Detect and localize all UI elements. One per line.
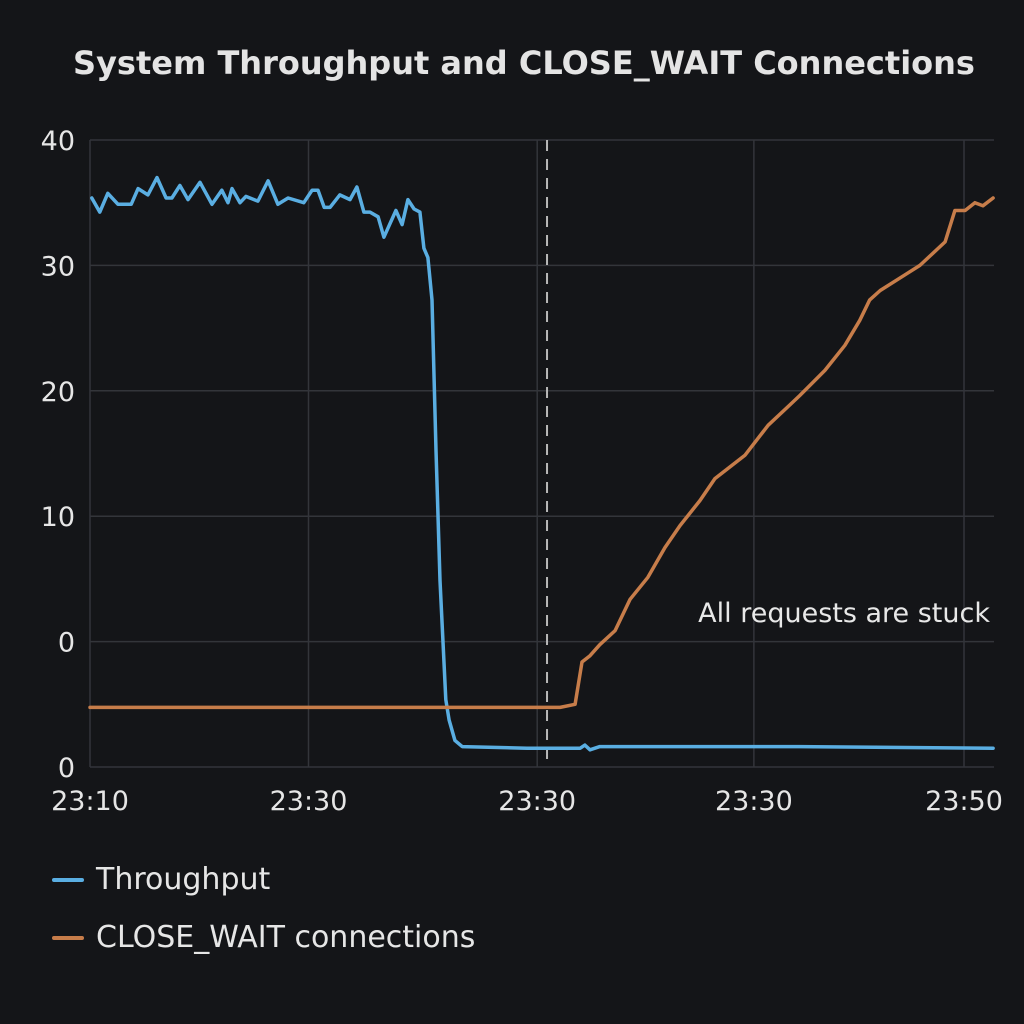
annotation-text: All requests are stuck bbox=[698, 598, 990, 629]
y-tick-label: 20 bbox=[41, 377, 75, 408]
y-tick-label: 0 bbox=[58, 753, 75, 784]
close-wait-swatch bbox=[52, 935, 84, 940]
throughput-swatch bbox=[52, 877, 84, 882]
chart-title: System Throughput and CLOSE_WAIT Connect… bbox=[73, 44, 975, 82]
close-wait-line bbox=[88, 196, 995, 710]
x-tick-label: 23:30 bbox=[715, 786, 793, 817]
y-tick-label: 40 bbox=[41, 126, 75, 157]
x-tick-label: 23:30 bbox=[270, 786, 348, 817]
throughput-line bbox=[90, 175, 995, 752]
legend-label: Throughput bbox=[96, 862, 271, 897]
series-lines bbox=[88, 175, 995, 752]
x-tick-label: 23:50 bbox=[925, 786, 1003, 817]
legend-label: CLOSE_WAIT connections bbox=[96, 920, 476, 955]
y-tick-label: 30 bbox=[41, 251, 75, 282]
x-tick-label: 23:10 bbox=[51, 786, 129, 817]
grid bbox=[89, 139, 994, 768]
legend-item-throughput[interactable]: Throughput bbox=[52, 862, 270, 897]
y-tick-label: 0 bbox=[58, 628, 75, 659]
legend-item-close-wait[interactable]: CLOSE_WAIT connections bbox=[52, 920, 475, 955]
x-tick-label: 23:30 bbox=[498, 786, 576, 817]
y-tick-label: 10 bbox=[41, 502, 75, 533]
